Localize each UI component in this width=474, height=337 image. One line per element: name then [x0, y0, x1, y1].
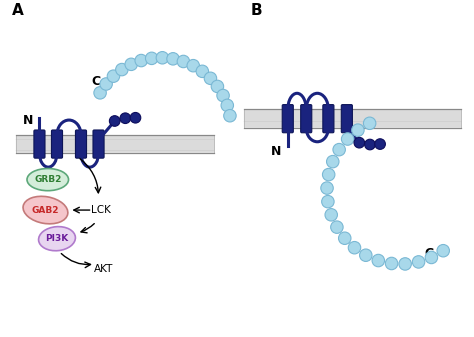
Text: N: N	[271, 145, 282, 158]
Circle shape	[130, 113, 141, 123]
Circle shape	[116, 63, 128, 76]
Text: C: C	[92, 75, 101, 88]
Circle shape	[167, 53, 179, 65]
Text: AKT: AKT	[93, 264, 113, 274]
Circle shape	[348, 242, 361, 254]
Circle shape	[156, 52, 169, 64]
Circle shape	[94, 87, 106, 99]
Circle shape	[365, 139, 375, 150]
Circle shape	[217, 89, 229, 102]
Bar	[244, 110, 461, 128]
Circle shape	[331, 221, 343, 234]
FancyBboxPatch shape	[301, 104, 312, 133]
Text: GAB2: GAB2	[32, 206, 59, 215]
FancyBboxPatch shape	[282, 104, 293, 133]
Circle shape	[341, 133, 354, 145]
Text: A: A	[12, 3, 24, 18]
Circle shape	[325, 209, 337, 221]
Text: B: B	[251, 3, 263, 18]
Bar	[17, 135, 214, 153]
Circle shape	[360, 249, 372, 262]
Circle shape	[177, 55, 190, 68]
Circle shape	[100, 78, 112, 90]
FancyBboxPatch shape	[52, 130, 63, 158]
FancyBboxPatch shape	[341, 104, 352, 133]
Circle shape	[187, 59, 200, 72]
Circle shape	[109, 116, 120, 126]
FancyBboxPatch shape	[75, 130, 87, 158]
Circle shape	[399, 258, 411, 270]
Text: GRB2: GRB2	[34, 175, 62, 184]
Text: LCK: LCK	[91, 205, 111, 215]
Circle shape	[135, 54, 147, 67]
Circle shape	[364, 117, 376, 129]
Text: C: C	[425, 247, 434, 259]
Circle shape	[146, 52, 158, 65]
Circle shape	[211, 80, 224, 93]
Circle shape	[352, 124, 364, 136]
Circle shape	[327, 155, 339, 168]
Ellipse shape	[23, 196, 68, 224]
Text: N: N	[23, 114, 34, 127]
Ellipse shape	[38, 226, 75, 251]
Circle shape	[385, 257, 398, 270]
Circle shape	[437, 244, 449, 257]
FancyBboxPatch shape	[34, 130, 45, 158]
Circle shape	[224, 110, 236, 122]
Circle shape	[322, 195, 334, 208]
Circle shape	[120, 113, 131, 124]
Circle shape	[412, 256, 425, 268]
Circle shape	[338, 232, 351, 244]
FancyBboxPatch shape	[93, 130, 104, 158]
Circle shape	[372, 254, 384, 267]
Circle shape	[196, 65, 209, 78]
Circle shape	[375, 139, 385, 149]
Circle shape	[125, 58, 137, 70]
Text: PI3K: PI3K	[46, 234, 69, 243]
Ellipse shape	[27, 168, 69, 191]
Circle shape	[107, 70, 119, 83]
Circle shape	[322, 168, 335, 181]
Circle shape	[321, 182, 333, 194]
Circle shape	[333, 144, 346, 156]
Circle shape	[204, 72, 217, 85]
FancyBboxPatch shape	[323, 104, 334, 133]
Circle shape	[425, 251, 438, 264]
Circle shape	[221, 99, 234, 112]
Circle shape	[354, 137, 365, 148]
